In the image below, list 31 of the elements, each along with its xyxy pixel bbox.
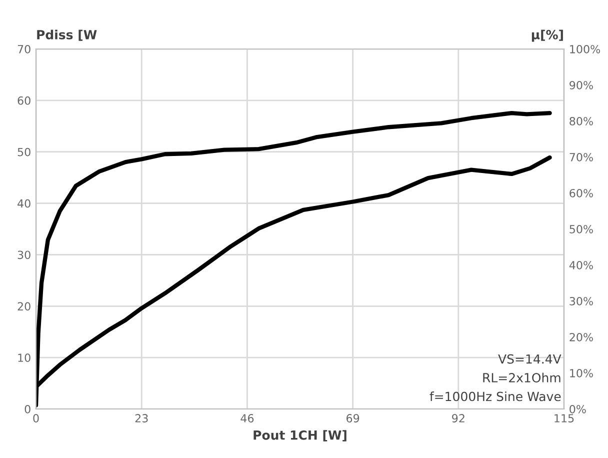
y-tick-label: 0 bbox=[24, 404, 30, 414]
x-tick-label: 92 bbox=[452, 414, 464, 422]
y2-tick-label: 80% bbox=[570, 116, 593, 126]
x-tick-label: 46 bbox=[240, 414, 254, 422]
y2-tick-label: 50% bbox=[570, 224, 593, 234]
y2-tick-label: 60% bbox=[570, 188, 593, 198]
x-axis-title: Pout 1CH [W] bbox=[254, 430, 346, 442]
annotation: VS=14.4V bbox=[498, 354, 562, 364]
x-tick-label: 23 bbox=[135, 414, 148, 422]
y2-tick-label: 100% bbox=[570, 44, 600, 54]
y2-tick-label: 10% bbox=[570, 368, 593, 378]
y-tick-label: 70 bbox=[18, 44, 30, 54]
y2-tick-label: 30% bbox=[570, 296, 593, 306]
y-tick-label: 50 bbox=[18, 148, 30, 156]
x-tick-label: 0 bbox=[33, 414, 39, 422]
y-axis-title: Pdiss [W bbox=[37, 30, 97, 41]
y-tick-label: 30 bbox=[18, 250, 30, 260]
y-tick-label: 60 bbox=[18, 96, 30, 105]
y2-tick-label: 20% bbox=[570, 332, 593, 342]
x-tick-label: 69 bbox=[346, 414, 360, 422]
x-tick-label: 115 bbox=[554, 414, 574, 422]
y2-axis-title: μ[%] bbox=[532, 30, 563, 42]
annotation: f=1000Hz Sine Wave bbox=[430, 392, 561, 402]
y-tick-label: 10 bbox=[18, 354, 30, 362]
y-tick-label: 40 bbox=[18, 199, 30, 208]
y2-tick-label: 0% bbox=[570, 404, 586, 414]
y-tick-label: 20 bbox=[18, 302, 30, 311]
y2-tick-label: 40% bbox=[569, 260, 593, 270]
y2-tick-label: 70% bbox=[570, 152, 593, 162]
y2-tick-label: 90% bbox=[570, 80, 593, 90]
annotation: RL=2x1Ohm bbox=[483, 372, 560, 382]
